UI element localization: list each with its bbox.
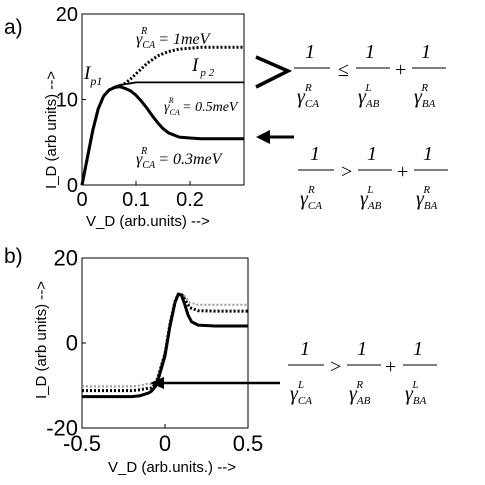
series-line-0 bbox=[82, 292, 248, 388]
annotation-subscript: CA bbox=[142, 40, 156, 51]
formula-numerator: 1 bbox=[310, 143, 320, 165]
annotation-superscript: R bbox=[140, 146, 147, 157]
panel-a-chart: 0 10 20 0 0.1 0.2 I_D (arb units) --> V_D (a… bbox=[43, 4, 294, 230]
series-line-1 bbox=[81, 81, 244, 186]
pointer-arrow-icon bbox=[150, 377, 280, 389]
series-line-2 bbox=[82, 292, 248, 399]
annotation-ip2-sub: p 2 bbox=[199, 67, 214, 79]
annotation-gamma-0-3mev: γCA R = 0.3meV bbox=[136, 146, 224, 171]
panel-a-x-ticks: 0 0.1 0.2 bbox=[76, 181, 204, 211]
formula-relation: > bbox=[341, 161, 352, 183]
x-tick-label: 0.1 bbox=[122, 189, 150, 211]
formula-denominator: γCAL bbox=[290, 379, 312, 407]
formula-numerator: 1 bbox=[305, 41, 315, 63]
annotation-value: = 1meV bbox=[154, 31, 211, 48]
x-tick-label: 0.2 bbox=[176, 189, 204, 211]
formula-denominator: γBAL bbox=[405, 379, 427, 407]
panel-a-xlabel: V_D (arb.units) --> bbox=[86, 213, 210, 230]
formula-denominator: γABL bbox=[358, 82, 380, 110]
x-tick-label: -0.5 bbox=[63, 431, 101, 456]
y-tick-label: 10 bbox=[56, 90, 78, 112]
annotation-gamma-symbol: γ bbox=[136, 31, 143, 48]
formula-condition-1: 1 γCAR ≤ 1 γABL + 1 γBAR bbox=[294, 41, 446, 110]
panel-a-series bbox=[80, 45, 244, 186]
annotation-ip1-main: I bbox=[83, 63, 92, 84]
formula-denominator: γABR bbox=[349, 379, 371, 407]
panel-a-y-ticks: 0 10 20 bbox=[56, 4, 86, 197]
formula-numerator: 1 bbox=[300, 338, 310, 360]
panel-a-ylabel: I_D (arb units) --> bbox=[43, 71, 60, 189]
formula-denominator: γBAR bbox=[416, 184, 438, 212]
formula-condition-3: 1 γCAL > 1 γABR + 1 γBAL bbox=[288, 338, 437, 407]
panel-b-chart: -20 0 20 -0.5 0 0.5 I_D (arb units) --> V_D … bbox=[33, 246, 280, 476]
formula-numerator: 1 bbox=[365, 41, 375, 63]
x-tick-label: 0 bbox=[159, 431, 171, 456]
formula-numerator: 1 bbox=[413, 338, 423, 360]
panel-a-label: a) bbox=[4, 16, 23, 39]
panel-b-x-ticks: -0.5 0 0.5 bbox=[63, 424, 263, 456]
annotation-superscript: R bbox=[140, 26, 147, 37]
y-tick-label: 20 bbox=[54, 246, 78, 271]
annotation-ip2-main: I bbox=[191, 55, 200, 76]
panel-b-label: b) bbox=[4, 245, 23, 268]
annotation-value: = 0.3meV bbox=[154, 151, 223, 168]
annotation-ip1: Ip1 bbox=[83, 63, 102, 88]
series-line-2 bbox=[80, 85, 244, 186]
formula-numerator: 1 bbox=[421, 41, 431, 63]
formula-relation: ≤ bbox=[338, 59, 349, 81]
annotation-gamma-symbol: γ bbox=[136, 151, 143, 168]
y-tick-label: 0 bbox=[67, 175, 78, 197]
series-line-1 bbox=[82, 292, 248, 393]
formula-denominator: γCAR bbox=[297, 82, 319, 110]
y-tick-label: 0 bbox=[66, 331, 78, 356]
y-tick-label: 20 bbox=[56, 4, 78, 26]
formula-numerator: 1 bbox=[357, 338, 367, 360]
formula-plus: + bbox=[397, 161, 408, 183]
formula-denominator: γCAR bbox=[300, 184, 322, 212]
annotation-ip1-sub: p1 bbox=[89, 74, 102, 88]
x-tick-label: 0.5 bbox=[233, 431, 264, 456]
annotation-gamma-symbol: γ bbox=[164, 100, 170, 115]
formula-plus: + bbox=[395, 59, 406, 81]
formula-numerator: 1 bbox=[367, 143, 377, 165]
formula-denominator: γABL bbox=[360, 184, 382, 212]
x-tick-label: 0 bbox=[76, 189, 87, 211]
panel-b-plot-frame bbox=[81, 257, 249, 429]
annotation-subscript: CA bbox=[170, 108, 180, 117]
formula-denominator: γBAR bbox=[414, 82, 436, 110]
pointer-arrow-icon bbox=[256, 130, 294, 144]
panel-b-series bbox=[82, 292, 248, 399]
formula-condition-2: 1 γCAR > 1 γABL + 1 γBAR bbox=[298, 143, 448, 212]
annotation-gamma-0-5mev: γCA R = 0.5meV bbox=[164, 96, 239, 117]
formula-relation: > bbox=[330, 356, 341, 378]
annotation-value: = 0.5meV bbox=[179, 100, 239, 115]
annotation-superscript: R bbox=[168, 96, 174, 105]
panel-b-y-ticks: -20 0 20 bbox=[46, 246, 86, 441]
formula-numerator: 1 bbox=[423, 143, 433, 165]
y-tick-label: -20 bbox=[46, 416, 78, 441]
panel-b-xlabel: V_D (arb.units.) --> bbox=[108, 459, 236, 476]
panel-b-ylabel: I_D (arb units) --> bbox=[33, 281, 50, 399]
formula-plus: + bbox=[385, 356, 396, 378]
pointer-chevron-icon bbox=[255, 55, 293, 89]
annotation-gamma-1mev: γCA R = 1meV bbox=[136, 26, 212, 51]
annotation-subscript: CA bbox=[142, 160, 156, 171]
